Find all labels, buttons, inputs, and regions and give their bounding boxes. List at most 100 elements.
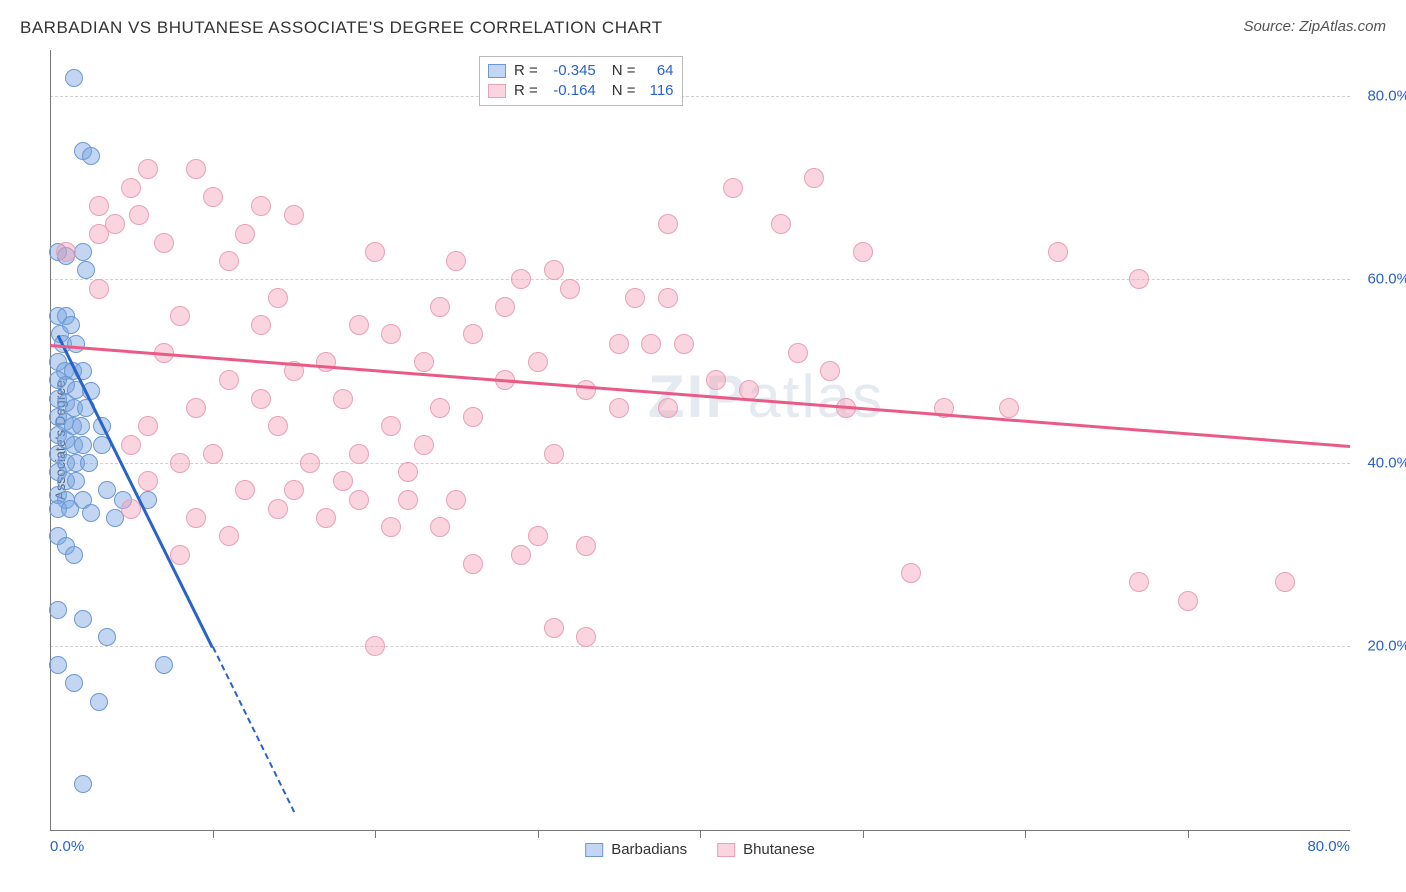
data-point <box>186 159 206 179</box>
data-point <box>706 370 726 390</box>
data-point <box>544 260 564 280</box>
data-point <box>381 416 401 436</box>
chart-title: BARBADIAN VS BHUTANESE ASSOCIATE'S DEGRE… <box>20 18 663 38</box>
data-point <box>219 370 239 390</box>
data-point <box>398 490 418 510</box>
source-label: Source: ZipAtlas.com <box>1243 18 1386 35</box>
data-point <box>138 416 158 436</box>
data-point <box>1275 572 1295 592</box>
gridline <box>50 463 1350 464</box>
data-point <box>98 481 116 499</box>
data-point <box>74 436 92 454</box>
stat-value: 64 <box>644 61 674 81</box>
data-point <box>463 407 483 427</box>
stat-value: -0.345 <box>546 61 596 81</box>
data-point <box>138 159 158 179</box>
data-point <box>463 324 483 344</box>
stat-key: N = <box>612 61 636 81</box>
legend-label: Barbadians <box>611 841 687 858</box>
data-point <box>49 656 67 674</box>
data-point <box>251 196 271 216</box>
data-point <box>609 334 629 354</box>
data-point <box>155 656 173 674</box>
data-point <box>495 297 515 317</box>
data-point <box>560 279 580 299</box>
data-point <box>56 242 76 262</box>
data-point <box>170 545 190 565</box>
data-point <box>72 417 90 435</box>
y-tick-label: 40.0% <box>1355 454 1406 471</box>
data-point <box>658 214 678 234</box>
data-point <box>333 471 353 491</box>
data-point <box>788 343 808 363</box>
data-point <box>170 306 190 326</box>
data-point <box>284 205 304 225</box>
x-tick-label: 80.0% <box>1307 838 1350 855</box>
data-point <box>511 269 531 289</box>
data-point <box>316 508 336 528</box>
data-point <box>398 462 418 482</box>
data-point <box>771 214 791 234</box>
data-point <box>80 454 98 472</box>
legend-item: Bhutanese <box>717 841 815 858</box>
x-tick-label: 0.0% <box>50 838 84 855</box>
data-point <box>641 334 661 354</box>
data-point <box>121 435 141 455</box>
data-point <box>544 618 564 638</box>
stat-value: 116 <box>644 81 674 101</box>
data-point <box>138 471 158 491</box>
data-point <box>739 380 759 400</box>
data-point <box>414 352 434 372</box>
data-point <box>89 224 109 244</box>
y-tick-label: 60.0% <box>1355 271 1406 288</box>
legend-item: Barbadians <box>585 841 687 858</box>
data-point <box>219 526 239 546</box>
x-tick <box>375 830 376 838</box>
data-point <box>349 315 369 335</box>
data-point <box>203 444 223 464</box>
data-point <box>365 636 385 656</box>
x-tick <box>538 830 539 838</box>
data-point <box>121 178 141 198</box>
trend-line <box>212 647 295 813</box>
data-point <box>804 168 824 188</box>
data-point <box>268 416 288 436</box>
data-point <box>820 361 840 381</box>
data-point <box>77 261 95 279</box>
x-tick <box>213 830 214 838</box>
data-point <box>625 288 645 308</box>
data-point <box>170 453 190 473</box>
data-point <box>463 554 483 574</box>
trend-line <box>50 344 1350 448</box>
watermark: ZIPatlas <box>648 362 884 431</box>
data-point <box>67 472 85 490</box>
data-point <box>268 288 288 308</box>
data-point <box>82 147 100 165</box>
stat-key: R = <box>514 81 538 101</box>
stat-key: R = <box>514 61 538 81</box>
data-point <box>658 288 678 308</box>
gridline <box>50 96 1350 97</box>
chart-area: Associate's Degree 20.0%40.0%60.0%80.0%0… <box>50 50 1350 830</box>
data-point <box>381 324 401 344</box>
data-point <box>723 178 743 198</box>
data-point <box>414 435 434 455</box>
legend-swatch <box>717 843 735 857</box>
data-point <box>349 490 369 510</box>
data-point <box>609 398 629 418</box>
data-point <box>381 517 401 537</box>
data-point <box>901 563 921 583</box>
data-point <box>186 398 206 418</box>
data-point <box>365 242 385 262</box>
data-point <box>268 499 288 519</box>
stats-row: R =-0.164N =116 <box>488 81 674 101</box>
data-point <box>67 335 85 353</box>
data-point <box>430 398 450 418</box>
data-point <box>251 315 271 335</box>
legend-swatch <box>585 843 603 857</box>
data-point <box>82 504 100 522</box>
data-point <box>576 536 596 556</box>
stat-key: N = <box>612 81 636 101</box>
y-tick-label: 20.0% <box>1355 638 1406 655</box>
data-point <box>203 187 223 207</box>
